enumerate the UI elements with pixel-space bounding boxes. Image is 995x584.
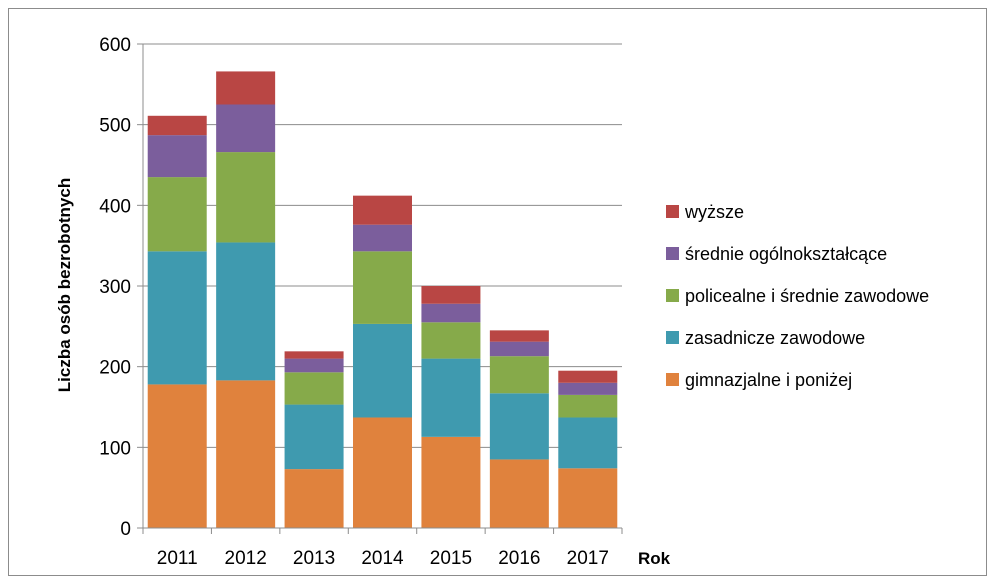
x-tick-label: 2013 (293, 548, 335, 569)
legend-swatch (666, 205, 679, 218)
bar-segment (284, 404, 344, 470)
y-tick-label: 0 (120, 519, 131, 540)
bar-segment (558, 382, 618, 395)
bar-segment (216, 104, 276, 153)
y-tick-label: 500 (99, 116, 131, 137)
bar-segment (284, 469, 344, 528)
y-tick-label: 100 (99, 438, 131, 459)
y-axis-title: Liczba osób bezrobotnych (55, 178, 74, 392)
y-tick-label: 200 (99, 358, 131, 379)
bar-segment (489, 341, 549, 357)
bar-segment (353, 417, 412, 528)
bar-segment (147, 135, 207, 178)
bar-segment (284, 358, 344, 373)
bar-segment (353, 224, 412, 252)
x-tick-label: 2011 (157, 548, 198, 569)
bar-segment (147, 384, 207, 528)
bar-segment (421, 286, 481, 304)
bar-segment (147, 251, 207, 385)
x-tick-label: 2017 (567, 548, 609, 569)
bar-segment (558, 370, 618, 383)
legend-label: zasadnicze zawodowe (685, 328, 865, 348)
y-tick-label: 600 (99, 35, 131, 56)
bar-segment (558, 468, 618, 528)
bar-segment (489, 393, 549, 460)
bar-segment (284, 372, 344, 405)
bar-segment (421, 303, 481, 323)
bar-segment (421, 322, 481, 359)
bars (147, 71, 618, 528)
y-tick-label: 300 (99, 277, 131, 298)
legend-label: wyższe (684, 202, 744, 222)
bar-segment (489, 459, 549, 528)
bar-segment (421, 436, 481, 528)
legend-label: średnie ogólnokształcące (685, 244, 887, 264)
bar-segment (489, 330, 549, 342)
bar-segment (147, 115, 207, 136)
bar-segment (353, 323, 412, 418)
x-axis-title: Rok (638, 549, 671, 568)
legend-label: gimnazjalne i poniżej (685, 370, 852, 390)
bar-segment (489, 356, 549, 394)
bar-segment (558, 394, 618, 418)
bar-segment (558, 417, 618, 469)
bar-segment (147, 177, 207, 252)
x-tick-label: 2014 (361, 548, 404, 569)
x-tick-label: 2015 (430, 548, 472, 569)
chart-frame (8, 8, 987, 576)
axes: 0 100 200 300 400 500 600 2011 2012 2013 2014 2015 2… (99, 35, 623, 569)
y-tick-label: 400 (99, 196, 131, 217)
bar-segment (216, 152, 276, 243)
legend: wyższe średnie ogólnokształcące policealne… (666, 202, 929, 390)
x-tick-label: 2012 (225, 548, 267, 569)
legend-label: policealne i średnie zawodowe (685, 286, 929, 306)
bar-segment (216, 380, 276, 528)
bar-segment (353, 195, 412, 225)
legend-swatch (666, 289, 679, 302)
legend-swatch (666, 373, 679, 386)
bar-segment (421, 358, 481, 437)
legend-swatch (666, 331, 679, 344)
bar-segment (284, 351, 344, 359)
bar-segment (353, 251, 412, 324)
bar-segment (216, 71, 276, 105)
x-tick-label: 2016 (498, 548, 540, 569)
bar-segment (216, 242, 276, 381)
legend-swatch (666, 247, 679, 260)
